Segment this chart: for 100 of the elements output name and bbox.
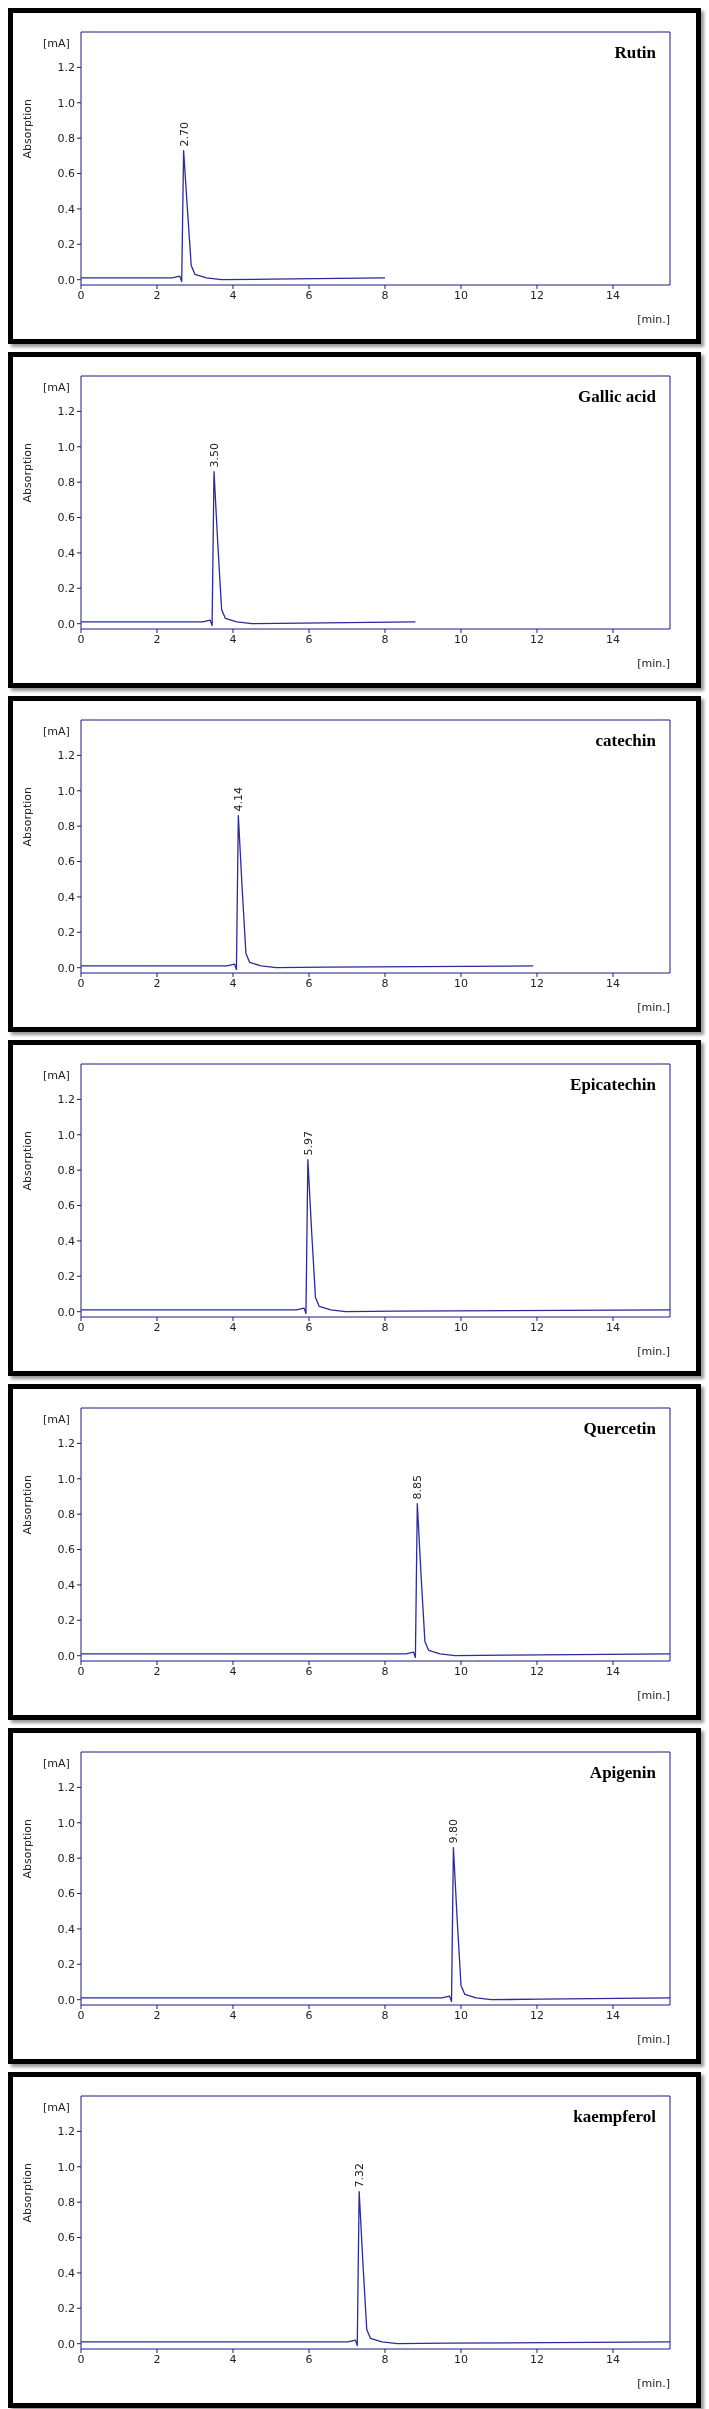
annotation: 8.85 [411, 1475, 425, 1500]
x-tick-label: 4 [229, 1320, 237, 1334]
y-tick-label: 0.4 [57, 1578, 75, 1592]
y-tick-label: 1.0 [57, 1472, 75, 1486]
x-tick-label: 6 [305, 632, 313, 646]
y-tick-label: 1.0 [57, 2160, 75, 2174]
x-tick-label: 8 [381, 976, 389, 990]
text: [mA] [43, 1069, 70, 1082]
x-tick-label: 0 [77, 288, 85, 302]
x-tick-label: 12 [530, 1320, 544, 1334]
y-tick-label: 1.2 [57, 1437, 75, 1451]
text: Apigenin [589, 1763, 656, 1783]
y-axis-title: Absorption [20, 1130, 34, 1191]
y-tick-label: 1.0 [57, 440, 75, 454]
y-tick-label: 0.8 [57, 1508, 75, 1522]
y-tick-label: 1.0 [57, 1128, 75, 1142]
text: Quercetin [583, 1419, 656, 1439]
y-tick-label: 0.6 [57, 167, 75, 181]
y-tick-label: 0.6 [57, 511, 75, 525]
y-tick-label: 0.0 [57, 617, 75, 631]
x-axis-title: [min.] [637, 1001, 670, 1014]
x-axis-title: [min.] [637, 1689, 670, 1702]
annotation: 2.70 [177, 122, 191, 147]
x-tick-label: 10 [454, 1664, 468, 1678]
x-tick-label: 0 [77, 1320, 85, 1334]
x-tick-label: 8 [381, 288, 389, 302]
x-tick-label: 8 [381, 1664, 389, 1678]
x-tick-label: 12 [530, 2352, 544, 2366]
y-tick-label: 1.2 [57, 749, 75, 763]
y-tick-label: 0.4 [57, 546, 75, 560]
y-tick-label: 0.2 [57, 1270, 75, 1284]
y-tick-label: 1.0 [57, 784, 75, 798]
y-tick-label: 0.2 [57, 1958, 75, 1972]
x-tick-label: 12 [530, 1664, 544, 1678]
x-tick-label: 14 [606, 1320, 620, 1334]
x-tick-label: 12 [530, 288, 544, 302]
y-tick-label: 0.6 [57, 855, 75, 869]
y-axis-title: Absorption [20, 786, 34, 847]
x-tick-label: 6 [305, 976, 313, 990]
y-tick-label: 0.0 [57, 1649, 75, 1663]
line-series [81, 814, 534, 971]
text: [mA] [43, 381, 70, 394]
x-axis-title: [min.] [637, 2377, 670, 2390]
x-tick-label: 10 [454, 976, 468, 990]
y-tick-label: 0.0 [57, 1993, 75, 2007]
x-tick-label: 4 [229, 288, 237, 302]
y-tick-label: 0.8 [57, 2196, 75, 2210]
y-tick-label: 0.8 [57, 476, 75, 490]
y-tick-label: 0.2 [57, 2302, 75, 2316]
y-tick-label: 0.4 [57, 1922, 75, 1936]
text: [mA] [43, 725, 70, 738]
x-tick-label: 6 [305, 2352, 313, 2366]
y-tick-label: 0.8 [57, 1852, 75, 1866]
x-tick-label: 10 [454, 288, 468, 302]
y-tick-label: 1.2 [57, 1093, 75, 1107]
y-tick-label: 0.2 [57, 238, 75, 252]
text: Epicatechin [570, 1075, 656, 1095]
y-axis-title: Absorption [20, 1474, 34, 1535]
x-axis-title: [min.] [637, 2033, 670, 2046]
text: [mA] [43, 1413, 70, 1426]
x-tick-label: 0 [77, 2352, 85, 2366]
y-tick-label: 0.6 [57, 1199, 75, 1213]
x-tick-label: 0 [77, 1664, 85, 1678]
x-tick-label: 14 [606, 2352, 620, 2366]
y-tick-label: 0.2 [57, 1614, 75, 1628]
y-tick-label: 0.4 [57, 890, 75, 904]
x-axis-title: [min.] [637, 1345, 670, 1358]
x-tick-label: 8 [381, 1320, 389, 1334]
x-tick-label: 2 [153, 2352, 161, 2366]
line-series [81, 149, 386, 283]
x-tick-label: 4 [229, 2008, 237, 2022]
text: Gallic acid [578, 387, 656, 407]
y-tick-label: 0.8 [57, 1164, 75, 1178]
y-tick-label: 1.0 [57, 1816, 75, 1830]
x-tick-label: 4 [229, 976, 237, 990]
y-tick-label: 0.4 [57, 1234, 75, 1248]
y-tick-label: 0.8 [57, 132, 75, 146]
y-tick-label: 1.2 [57, 405, 75, 419]
x-tick-label: 2 [153, 976, 161, 990]
x-tick-label: 4 [229, 2352, 237, 2366]
x-tick-label: 2 [153, 1664, 161, 1678]
x-tick-label: 14 [606, 2008, 620, 2022]
y-tick-label: 1.2 [57, 2125, 75, 2139]
y-tick-label: 0.2 [57, 582, 75, 596]
text: [mA] [43, 37, 70, 50]
x-tick-label: 6 [305, 2008, 313, 2022]
annotation: 4.14 [232, 787, 246, 812]
y-tick-label: 0.0 [57, 273, 75, 287]
x-tick-label: 0 [77, 2008, 85, 2022]
x-tick-label: 10 [454, 2352, 468, 2366]
y-tick-label: 0.6 [57, 1543, 75, 1557]
x-tick-label: 2 [153, 632, 161, 646]
x-tick-label: 10 [454, 2008, 468, 2022]
y-axis-title: Absorption [20, 98, 34, 159]
x-tick-label: 0 [77, 976, 85, 990]
x-tick-label: 4 [229, 1664, 237, 1678]
line-series [81, 470, 417, 627]
y-axis-title: Absorption [20, 1818, 34, 1879]
x-tick-label: 0 [77, 632, 85, 646]
x-tick-label: 12 [530, 2008, 544, 2022]
